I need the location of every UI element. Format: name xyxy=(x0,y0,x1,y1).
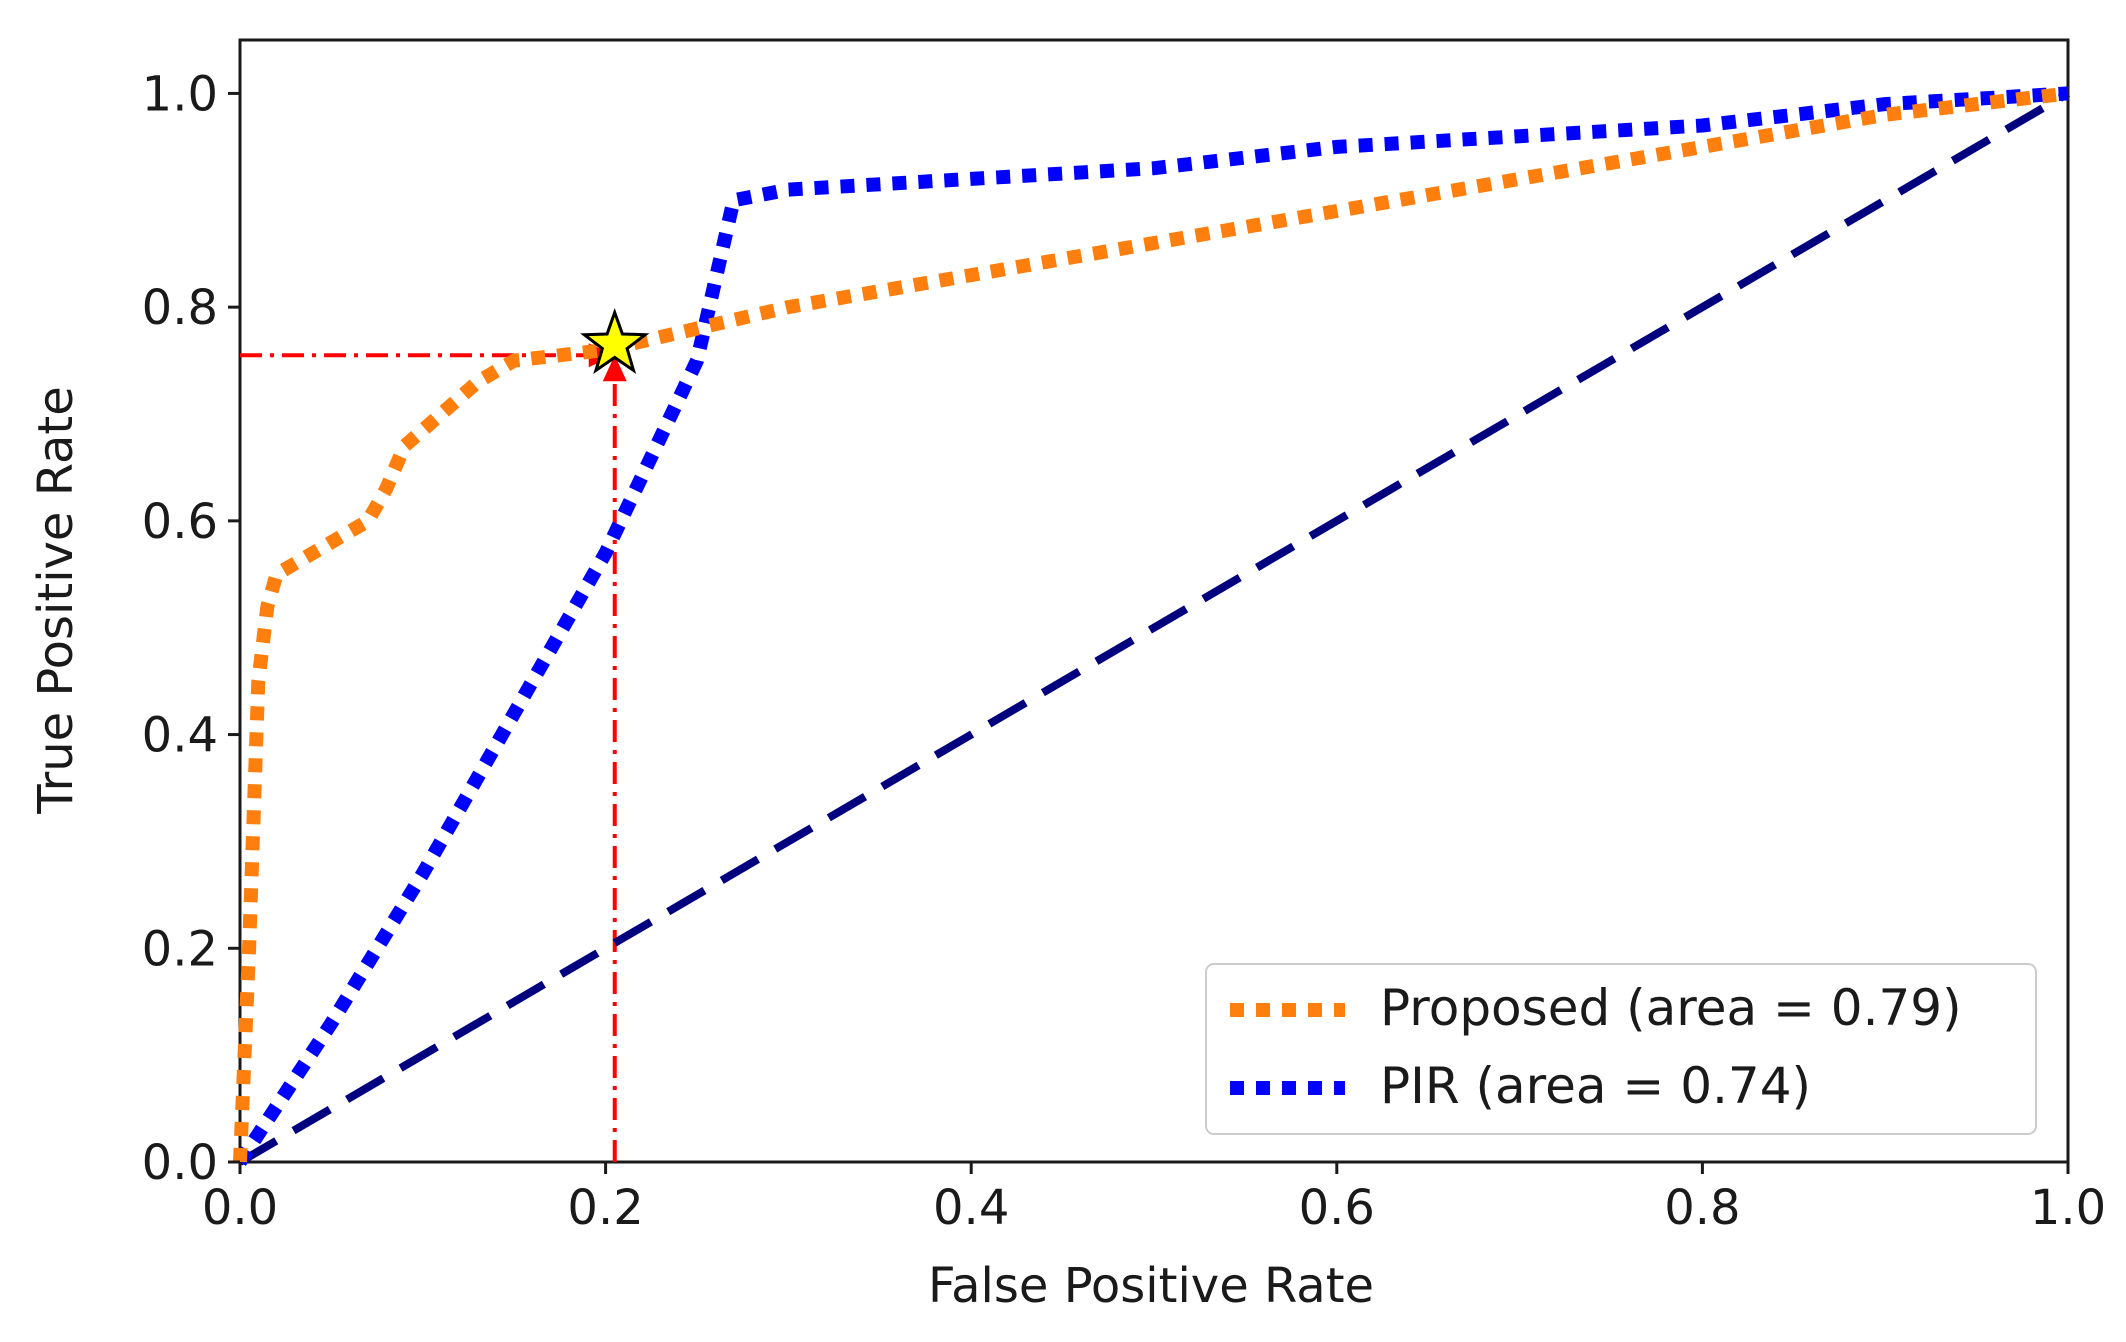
series-line-baseline xyxy=(237,89,2071,1166)
reference-lines xyxy=(240,343,627,1162)
axes-frame xyxy=(238,38,2070,1164)
legend: Proposed (area = 0.79) PIR (area = 0.74) xyxy=(1205,963,2037,1135)
x-tick-label: 1.0 xyxy=(2030,1180,2106,1236)
arrowhead-vertical xyxy=(602,355,627,382)
x-axis-title: False Positive Rate xyxy=(928,1258,1374,1314)
y-tick-label: 1.0 xyxy=(142,66,218,122)
y-axis-title: True Positive Rate xyxy=(28,386,84,815)
x-tick-label: 0.6 xyxy=(1299,1180,1375,1236)
x-tick-label: 0.2 xyxy=(567,1180,643,1236)
x-tick-label: 0.0 xyxy=(202,1180,278,1236)
legend-label-proposed: Proposed (area = 0.79) xyxy=(1380,979,1962,1037)
y-tick-label: 0.8 xyxy=(142,280,218,336)
ticks-group: 0.0 0.2 0.4 0.6 0.8 1.0 0.0 0.2 0.4 0.6 0.8 1.0 xyxy=(142,66,2107,1236)
y-tick-label: 0.0 xyxy=(142,1135,218,1191)
y-tick-label: 0.6 xyxy=(142,494,218,550)
y-tick-label: 0.2 xyxy=(142,921,218,977)
legend-box xyxy=(1205,963,2037,1135)
series-group xyxy=(233,86,2071,1166)
legend-label-pir: PIR (area = 0.74) xyxy=(1380,1057,1811,1115)
series-line-proposed xyxy=(233,86,2069,1163)
x-tick-label: 0.8 xyxy=(1664,1180,1740,1236)
plot-area xyxy=(238,38,2070,1164)
series-line-pir xyxy=(234,86,2069,1166)
marker-group xyxy=(580,308,650,375)
star-marker xyxy=(580,308,650,375)
x-tick-label: 0.4 xyxy=(933,1180,1009,1236)
y-tick-label: 0.4 xyxy=(142,708,218,764)
